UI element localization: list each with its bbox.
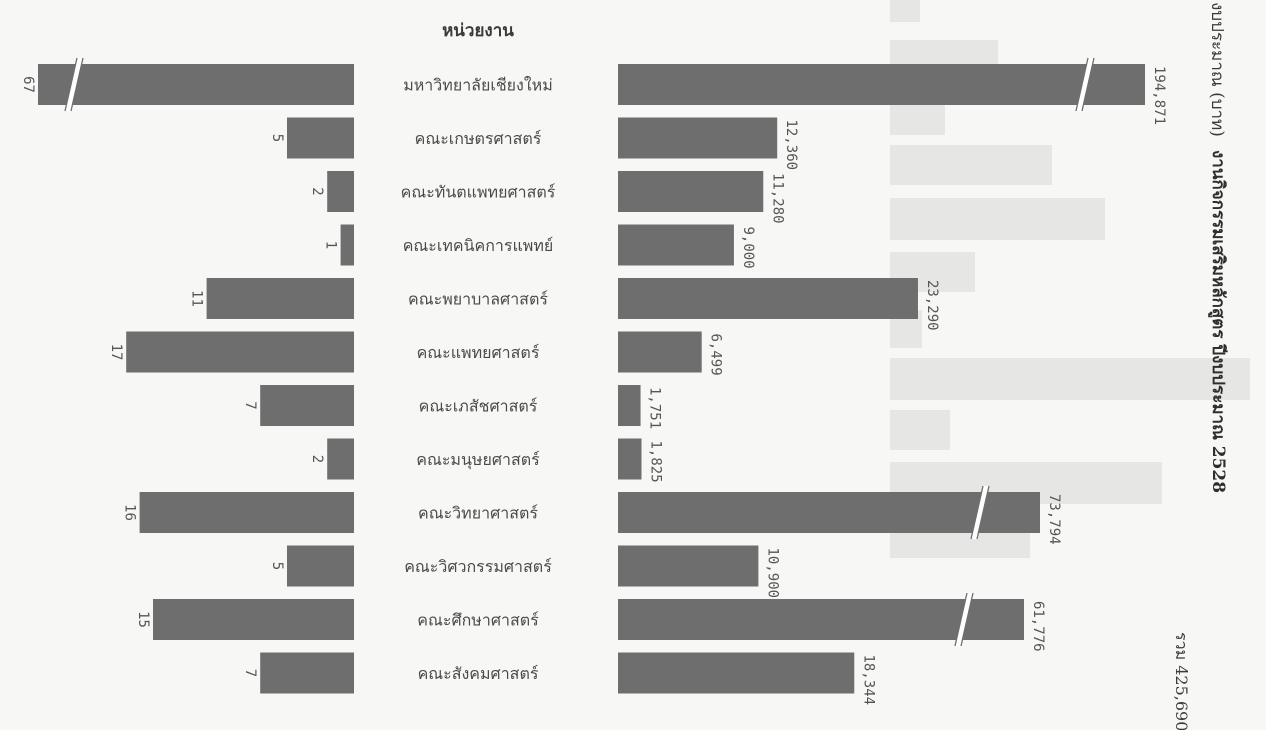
budget-bar-break [1076, 57, 1094, 112]
count-bar [139, 492, 354, 533]
budget-value-label: 6,499 [708, 334, 724, 376]
budget-bar [618, 492, 1040, 533]
count-bar [327, 171, 354, 212]
count-bar [327, 438, 354, 480]
count-bar-break-edge [70, 57, 84, 112]
count-bar [153, 599, 354, 640]
budget-value-label: 18,344 [860, 655, 876, 706]
budget-bar [618, 599, 1024, 640]
category-label: คณะเทคนิคการแพทย์ [403, 236, 554, 255]
budget-bar-break [955, 592, 973, 647]
count-value-label: 1 [323, 241, 339, 249]
count-bar [206, 278, 354, 319]
budget-value-label: 12,360 [783, 120, 799, 171]
category-label: คณะมนุษยศาสตร์ [416, 450, 540, 470]
count-value-label: 7 [242, 401, 258, 409]
budget-bar [618, 278, 918, 319]
budget-value-label: 23,290 [924, 280, 940, 331]
count-bar-break-edge [64, 57, 78, 112]
budget-bar [618, 385, 641, 426]
count-bar [287, 117, 354, 159]
category-header: หน่วยงาน [442, 21, 514, 41]
category-label: คณะเกษตรศาสตร์ [415, 129, 542, 148]
count-value-label: 7 [242, 669, 258, 677]
budget-bar-break-edge [1081, 57, 1095, 112]
budget-value-label: 1,825 [648, 441, 664, 483]
budget-bar [618, 171, 764, 212]
budget-bar-break-edge [954, 592, 968, 647]
category-label: คณะเภสัชศาสตร์ [419, 397, 538, 416]
budget-bars [618, 57, 1145, 694]
count-bar [287, 545, 354, 587]
count-value-label: 5 [269, 562, 285, 570]
budget-value-label: 194,871 [1151, 66, 1167, 125]
budget-bar-break-edge [976, 485, 990, 540]
budget-value-label: 11,280 [769, 173, 785, 224]
budget-bar-break-edge [970, 485, 984, 540]
budget-bar [618, 545, 759, 587]
count-value-label: 67 [20, 76, 36, 93]
category-label: คณะสังคมศาสตร์ [418, 664, 539, 683]
budget-value-label: 73,794 [1046, 494, 1062, 545]
budget-bar-break [971, 485, 989, 540]
budget-axis-title: งบประมาณ (บาท) [1207, 2, 1227, 137]
category-label: คณะพยาบาลศาสตร์ [408, 290, 548, 309]
budget-value-label: 9,000 [740, 227, 756, 269]
category-label: คณะทันตแพทยศาสตร์ [401, 183, 556, 202]
count-value-label: 2 [309, 455, 325, 463]
category-label: มหาวิทยาลัยเชียงใหม่ [403, 76, 553, 95]
count-value-label: 17 [108, 344, 124, 361]
budget-bar [618, 64, 1145, 105]
count-bar [260, 385, 354, 426]
count-bar [340, 224, 354, 266]
chart-title: งานกิจกรรมเสริมหลักสูตร ปีงบประมาณ 2528 [1207, 150, 1229, 493]
total-label: รวม 425,690 [1172, 632, 1191, 730]
category-label: คณะวิทยาศาสตร์ [418, 504, 538, 523]
count-bar-break [65, 57, 83, 112]
count-value-label: 11 [189, 290, 205, 307]
category-label: คณะแพทยศาสตร์ [417, 343, 540, 362]
budget-bar-break-edge [960, 592, 974, 647]
budget-bar [618, 438, 642, 480]
budget-bar [618, 117, 778, 159]
budget-bar [618, 331, 702, 373]
category-label: คณะศึกษาศาสตร์ [417, 611, 539, 630]
count-bar [260, 652, 354, 694]
category-label: คณะวิศวกรรมศาสตร์ [404, 557, 552, 576]
count-bar [126, 331, 354, 373]
budget-value-label: 1,751 [647, 387, 663, 429]
count-bar [38, 64, 354, 105]
count-value-label: 15 [135, 611, 151, 628]
budget-value-label: 61,776 [1030, 601, 1046, 652]
budget-value-label: 10,900 [764, 548, 780, 599]
count-value-label: 5 [269, 134, 285, 142]
budget-bar [618, 652, 855, 694]
count-value-label: 2 [309, 187, 325, 195]
budget-bar [618, 224, 734, 266]
count-bars [38, 57, 354, 694]
category-labels: มหาวิทยาลัยเชียงใหม่คณะเกษตรศาสตร์คณะทัน… [401, 76, 556, 684]
budget-bar-break-edge [1075, 57, 1089, 112]
count-value-label: 16 [122, 504, 138, 521]
budget-value-labels: 194,871 12,360 11,280 9,000 23,290 6,499 1,751… [647, 66, 1167, 705]
